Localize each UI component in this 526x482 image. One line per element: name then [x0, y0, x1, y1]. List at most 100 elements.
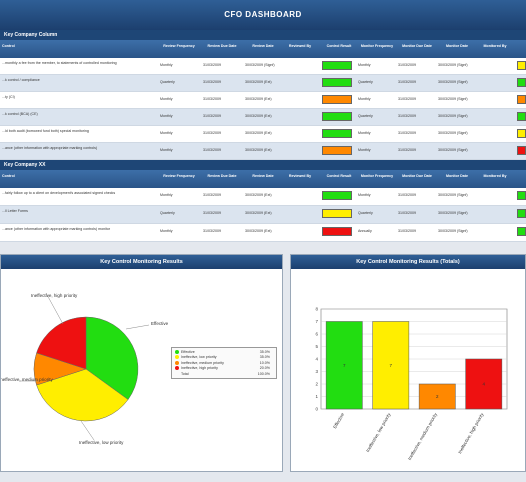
monitor-result-indicator	[517, 129, 526, 138]
section-header-1: Key Company Column	[0, 30, 526, 40]
legend-value: 10.0%	[259, 360, 270, 365]
column-header: Control	[2, 44, 15, 48]
pie-slice-label: Ineffective, low priority	[79, 440, 124, 445]
table-row[interactable]: ...ance (other information with appropri…	[0, 224, 526, 242]
review-due-date: 31/03/2009	[203, 131, 221, 135]
legend-swatch-icon	[175, 372, 179, 376]
table-row[interactable]: ...fairly follow up to a client on devel…	[0, 188, 526, 206]
column-header: Monitor Due Date	[402, 44, 432, 48]
control-description: ...monthly a fee from the member, to sta…	[2, 61, 117, 65]
column-header: Monitor Due Date	[402, 174, 432, 178]
table-row[interactable]: ...k control (BCA) (CE) Monthly 31/03/2009…	[0, 109, 526, 126]
monitor-result-indicator	[517, 209, 526, 218]
review-frequency: Monthly	[160, 114, 173, 118]
legend-item: Ineffective, medium priority 10.0%	[175, 361, 273, 366]
review-frequency: Monthly	[160, 229, 173, 233]
legend-label: Ineffective, medium priority	[181, 360, 224, 365]
table-row[interactable]: ...ance (other information with appropri…	[0, 143, 526, 160]
control-description: ...k control / compliance	[2, 78, 40, 82]
review-due-date: 31/03/2009	[203, 193, 221, 197]
legend-value: 100.0%	[257, 371, 270, 376]
column-header: Monitored By	[483, 174, 507, 178]
monitor-due-date: 31/03/2009	[398, 80, 416, 84]
dashboard-title: CFO DASHBOARD	[0, 0, 526, 30]
control-description: ...ty (CI)	[2, 95, 15, 99]
pie-slice-label: Effective	[151, 321, 169, 326]
table-header-2: Control Review Frequency Review Due Date Re…	[0, 170, 526, 188]
legend-label: Ineffective, low priority	[181, 355, 217, 360]
monitor-frequency: Monthly	[358, 131, 371, 135]
column-header: Review Date	[252, 44, 274, 48]
monitor-due-date: 31/03/2009	[398, 97, 416, 101]
monitor-date: 30/03/2009 (Signf)	[438, 229, 468, 233]
column-header: Reviewed By	[288, 44, 312, 48]
review-frequency: Monthly	[160, 148, 173, 152]
legend-swatch-icon	[175, 360, 179, 365]
table-row[interactable]: ...ty (CI) Monthly 31/03/2009 30/03/2009 (E…	[0, 92, 526, 109]
pie-chart: Ineffective, high priority Effective Ineff…	[1, 292, 169, 445]
legend-swatch-icon	[175, 350, 179, 355]
column-header: Monitor Date	[446, 174, 468, 178]
review-date: 30/03/2009 (Ext)	[245, 229, 272, 233]
legend-swatch-icon	[175, 355, 179, 360]
review-due-date: 31/03/2009	[203, 211, 221, 215]
monitor-frequency: Annually	[358, 229, 372, 233]
pie-chart-panel: Key Control Monitoring Results Ineffecti…	[0, 254, 283, 472]
column-header: Review Frequency	[163, 174, 195, 178]
pie-legend: Effective 35.0% Ineffective, low priority 3…	[171, 347, 277, 379]
table-row[interactable]: ...ll Letter Forms Quarterly 31/03/2009 30/…	[0, 206, 526, 224]
monitor-result-indicator	[517, 61, 526, 70]
column-header: Control	[2, 174, 15, 178]
monitor-date: 30/03/2009 (Signf)	[438, 148, 468, 152]
monitor-date: 30/03/2009 (Signf)	[438, 131, 468, 135]
x-category-label: Ineffective, low priority	[365, 411, 392, 453]
table-row[interactable]: ...k control / compliance Quarterly 31/03/…	[0, 75, 526, 92]
pie-callout-line	[80, 420, 95, 441]
column-header: Review Frequency	[163, 44, 195, 48]
monitor-due-date: 31/03/2009	[398, 211, 416, 215]
monitor-due-date: 31/03/2009	[398, 148, 416, 152]
monitor-frequency: Monthly	[358, 148, 371, 152]
control-result-indicator	[322, 191, 352, 200]
column-header: Control Result	[326, 44, 352, 48]
monitor-due-date: 31/03/2009	[398, 131, 416, 135]
monitor-due-date: 31/03/2009	[398, 114, 416, 118]
review-frequency: Quarterly	[160, 80, 175, 84]
x-category-label: Effective	[332, 412, 345, 430]
bar-chart: 0 1 2 3 4 5 6 7 8 7 Effective 7 Ineffective, low pri…	[315, 307, 508, 461]
section-header-2: Key Company XX	[0, 160, 526, 170]
monitor-due-date: 31/03/2009	[398, 193, 416, 197]
legend-item: Effective 35.0%	[175, 350, 273, 355]
table-header-1: Control Review Frequency Review Due Date Re…	[0, 40, 526, 58]
table-row[interactable]: ...ld both audit (borrowed fund both) sp…	[0, 126, 526, 143]
legend-item: Ineffective, high priority 20.0%	[175, 366, 273, 371]
monitor-date: 30/03/2009 (Signf)	[438, 80, 468, 84]
monitor-date: 30/03/2009 (Signf)	[438, 97, 468, 101]
monitor-due-date: 31/03/2009	[398, 229, 416, 233]
column-header: Reviewed By	[288, 174, 312, 178]
legend-label: Effective	[181, 350, 195, 354]
legend-swatch-icon	[175, 366, 179, 371]
monitor-result-indicator	[517, 78, 526, 87]
control-result-indicator	[322, 227, 352, 236]
column-header: Control Result	[326, 174, 352, 178]
control-description: ...k control (BCA) (CE)	[2, 112, 38, 116]
monitor-frequency: Quarterly	[358, 114, 373, 118]
column-header: Review Date	[252, 174, 274, 178]
pie-slice-effective	[85, 316, 139, 400]
y-tick-label: 7	[315, 319, 318, 324]
bar-1	[372, 321, 410, 410]
column-header: Monitor Frequency	[360, 174, 394, 178]
control-description: ...ance (other information with appropri…	[2, 146, 98, 150]
monitor-frequency: Quarterly	[358, 211, 373, 215]
y-tick-label: 0	[315, 407, 318, 412]
table-row[interactable]: ...monthly a fee from the member, to sta…	[0, 58, 526, 75]
review-frequency: Quarterly	[160, 211, 175, 215]
y-tick-label: 2	[315, 382, 318, 387]
bar-value-label: 7	[389, 363, 392, 368]
review-date: 30/03/2009 (Signf)	[245, 63, 275, 67]
monitor-frequency: Monthly	[358, 97, 371, 101]
bar-chart-panel: Key Control Monitoring Results (Totals) …	[290, 254, 526, 472]
review-due-date: 31/03/2009	[203, 229, 221, 233]
review-date: 30/03/2009 (Ext)	[245, 211, 272, 215]
